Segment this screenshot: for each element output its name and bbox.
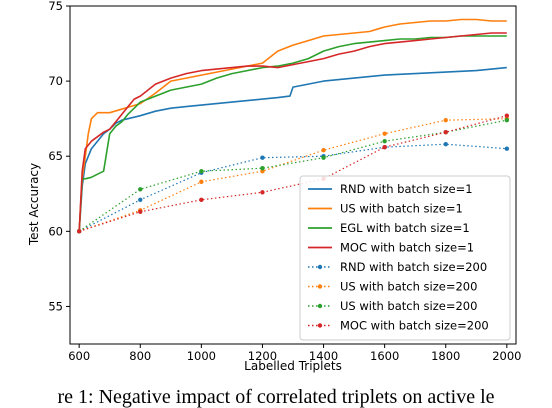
series-6-point [260,166,265,171]
figure-caption: re 1: Negative impact of correlated trip… [57,386,495,408]
series-5-point [382,131,387,136]
series-7-point [76,229,82,234]
legend-marker-7 [317,323,323,328]
y-tick-label: 55 [48,299,63,313]
x-axis-label: Labelled Triplets [244,359,342,373]
legend-entry-7: MOC with batch size=200 [340,319,489,333]
y-tick-label: 75 [48,0,63,13]
series-6-point [321,155,326,160]
x-tick-label: 1400 [309,349,338,363]
y-tick-label: 65 [48,149,63,163]
legend-entry-2: EGL with batch size=1 [340,221,470,235]
axes: 600 800 1000 1200 1400 1600 1800 2000 55 60 65 70 75 [48,0,521,363]
chart: 600 800 1000 1200 1400 1600 1800 2000 55 60 65 70 75… [27,0,521,373]
series-7-point [199,197,204,202]
series-6-point [382,139,387,144]
series-5-point [443,117,448,123]
series-line-4 [78,143,507,232]
series-line-0 [78,66,507,232]
legend-entry-3: MOC with batch size=1 [340,241,474,255]
legend-entry-6: US with batch size=200 [340,299,477,313]
y-axis-label: Test Accuracy [27,163,41,246]
series-5-point [321,148,326,153]
y-tick-label: 60 [48,224,63,238]
series-4-point [260,155,265,160]
series-7-point [382,145,387,150]
legend-marker-4 [317,264,323,270]
series-7-point [504,113,510,118]
x-tick-label: 1600 [370,349,399,363]
series-4-point [504,146,510,151]
y-tick-label: 70 [48,74,63,88]
series-line-6 [78,119,507,232]
series-layer [76,18,510,234]
series-line-2 [78,35,507,232]
series-7-point [138,209,143,215]
series-6-point [199,169,204,174]
legend-entry-0: RND with batch size=1 [340,182,473,196]
series-7-point [443,129,448,135]
series-line-1 [78,18,507,232]
legend-entry-4: RND with batch size=200 [340,260,487,274]
series-6-point [504,117,510,123]
legend-marker-5 [317,284,323,289]
plot-frame [69,5,517,345]
series-5-point [199,179,204,184]
x-tick-label: 2000 [492,349,521,363]
x-tick-label: 600 [68,349,90,363]
x-tick-label: 800 [129,349,151,363]
legend-entry-5: US with batch size=200 [340,280,477,294]
legend-marker-6 [317,303,323,309]
x-tick-label: 1800 [431,349,460,363]
series-4-point [443,142,448,147]
series-line-3 [78,32,507,232]
x-tick-label: 1000 [187,349,216,363]
legend-entry-1: US with batch size=1 [340,202,463,216]
x-tick-label: 1200 [248,349,277,363]
series-4-point [138,197,143,202]
legend: RND with batch size=1 US with batch size=… [299,175,511,341]
series-7-point [260,190,265,195]
legend-box [299,175,511,341]
series-6-point [138,187,143,192]
